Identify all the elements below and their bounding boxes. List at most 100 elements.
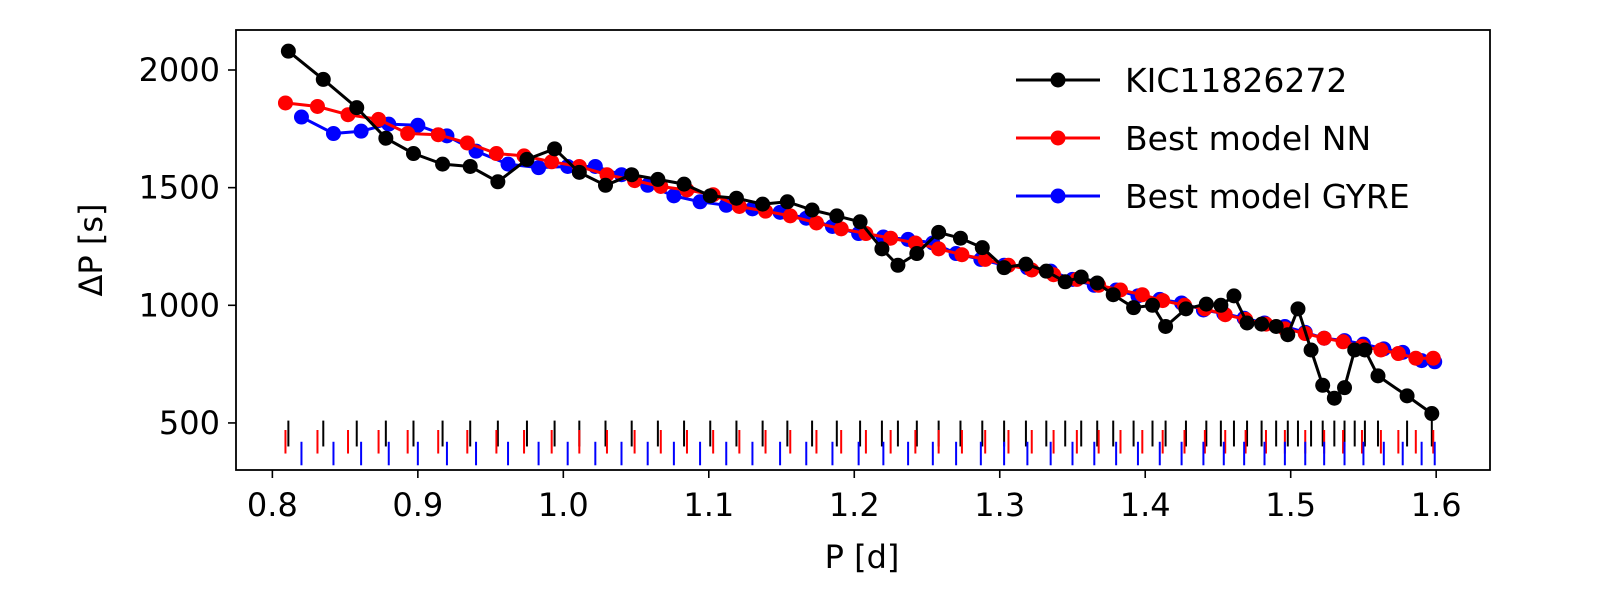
data-point [1178, 301, 1194, 317]
data-point [931, 241, 947, 257]
legend-label: Best model GYRE [1125, 177, 1410, 216]
data-point [702, 188, 718, 204]
data-point [755, 196, 771, 212]
y-tick-label: 1500 [139, 169, 220, 207]
data-point [808, 215, 824, 231]
x-tick-label: 0.8 [247, 486, 298, 524]
data-point [666, 188, 682, 204]
series-layer [277, 43, 1443, 422]
legend-marker [1050, 130, 1066, 146]
data-point [852, 214, 868, 230]
data-point [952, 230, 968, 246]
period-spacing-ticks [284, 420, 1436, 466]
data-point [571, 164, 587, 180]
data-point [1158, 318, 1174, 334]
data-point [804, 202, 820, 218]
data-point [1126, 300, 1142, 316]
x-tick-label: 1.0 [538, 486, 589, 524]
data-point [1254, 316, 1270, 332]
data-point [488, 146, 504, 162]
data-point [1213, 297, 1229, 313]
data-point [1280, 327, 1296, 343]
data-point [378, 130, 394, 146]
data-point [1198, 296, 1214, 312]
data-point [371, 111, 387, 127]
data-point [531, 160, 547, 176]
data-point [1399, 388, 1415, 404]
data-point [598, 177, 614, 193]
data-point [728, 190, 744, 206]
data-point [1315, 377, 1331, 393]
x-tick-label: 1.3 [974, 486, 1025, 524]
data-point [890, 257, 906, 273]
plot-frame [235, 29, 1491, 471]
data-point [1290, 301, 1306, 317]
data-point [519, 151, 535, 167]
data-point [1144, 297, 1160, 313]
data-point [829, 208, 845, 224]
legend-entry: KIC11826272 [1016, 61, 1347, 100]
data-point [1408, 350, 1424, 366]
data-point [1057, 274, 1073, 290]
data-point [315, 71, 331, 87]
data-point [544, 154, 560, 170]
data-point [1239, 315, 1255, 331]
data-point [1038, 263, 1054, 279]
data-point [1105, 287, 1121, 303]
y-tick-label: 500 [159, 404, 220, 442]
data-point [500, 156, 516, 172]
axes: 0.8 0.9 1.0 1.1 1.2 1.3 1.4 1.5 1.6 500 1000 1500 20… [139, 51, 1462, 524]
data-point [277, 95, 293, 111]
legend: KIC11826272 Best model NN Best model GYRE [1016, 61, 1410, 216]
data-point [547, 141, 563, 157]
x-axis-label: P [d] [825, 538, 900, 576]
x-tick-label: 0.9 [392, 486, 443, 524]
data-point [624, 167, 640, 183]
data-point [1089, 275, 1105, 291]
data-point [309, 98, 325, 114]
x-tick-label: 1.6 [1411, 486, 1462, 524]
data-point [430, 127, 446, 143]
data-point [1370, 368, 1386, 384]
data-point [1134, 287, 1150, 303]
data-point [1337, 380, 1353, 396]
data-point [931, 224, 947, 240]
legend-marker [1050, 188, 1066, 204]
legend-label: Best model NN [1125, 119, 1371, 158]
data-point [462, 158, 478, 174]
data-point [325, 126, 341, 142]
data-point [833, 221, 849, 237]
data-point [400, 126, 416, 142]
data-point [353, 123, 369, 139]
data-point [1335, 334, 1351, 350]
data-point [909, 246, 925, 262]
data-point [779, 194, 795, 210]
data-point [974, 240, 990, 256]
data-point [1268, 318, 1284, 334]
data-point [459, 135, 475, 151]
y-tick-label: 1000 [139, 286, 220, 324]
legend-entry: Best model NN [1016, 119, 1371, 158]
data-point [874, 241, 890, 257]
data-point [1357, 342, 1373, 358]
data-point [1424, 406, 1440, 422]
data-point [1425, 350, 1441, 366]
data-point [349, 100, 365, 116]
data-point [676, 176, 692, 192]
data-point [1316, 330, 1332, 346]
data-point [490, 174, 506, 190]
x-tick-label: 1.5 [1265, 486, 1316, 524]
x-tick-label: 1.2 [829, 486, 880, 524]
x-tick-label: 1.4 [1120, 486, 1171, 524]
data-point [650, 171, 666, 187]
data-point [782, 208, 798, 224]
data-point [280, 43, 296, 59]
legend-label: KIC11826272 [1125, 61, 1347, 100]
data-point [293, 109, 309, 125]
data-point [1226, 288, 1242, 304]
series-0 [280, 43, 1440, 422]
data-point [1390, 346, 1406, 362]
data-point [435, 156, 451, 172]
data-point [1018, 256, 1034, 272]
